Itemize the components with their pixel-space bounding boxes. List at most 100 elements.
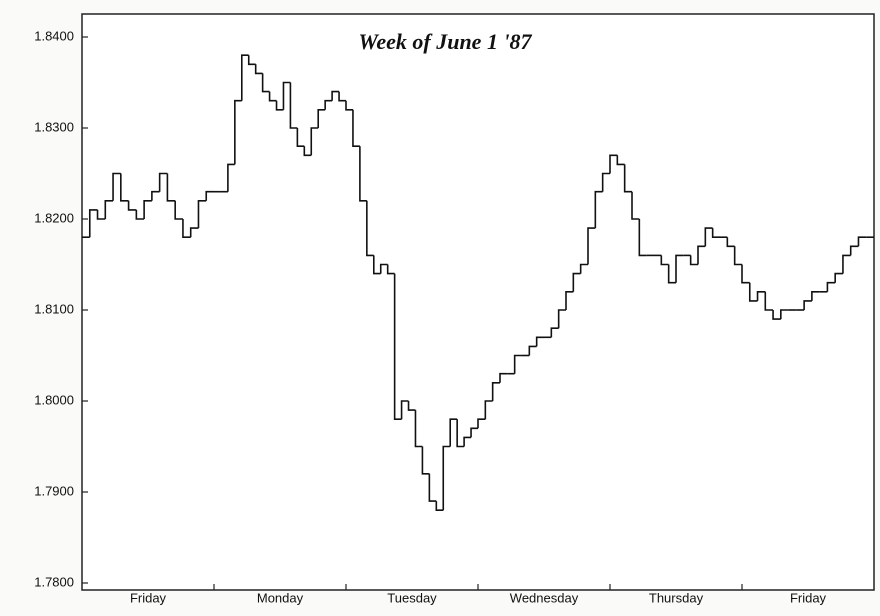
x-tick-label: Thursday xyxy=(649,590,704,605)
y-tick-label: 1.8400 xyxy=(34,28,74,43)
price-step xyxy=(704,227,713,247)
price-step xyxy=(811,291,820,301)
price-step xyxy=(726,237,735,248)
price-step xyxy=(366,200,374,257)
price-step xyxy=(470,427,478,438)
price-step xyxy=(205,190,214,201)
price-step xyxy=(711,228,720,238)
y-tick-label: 1.8200 xyxy=(34,210,74,225)
price-step xyxy=(247,55,256,66)
x-tick-label: Friday xyxy=(790,590,827,605)
price-step xyxy=(421,446,430,475)
price-step xyxy=(338,91,346,102)
price-step xyxy=(379,263,388,274)
price-step xyxy=(550,327,559,338)
price-step xyxy=(88,209,98,238)
price-step xyxy=(660,255,669,266)
price-step xyxy=(449,418,458,447)
y-tick-label: 1.7900 xyxy=(34,483,74,498)
price-step xyxy=(240,54,249,101)
price-step xyxy=(772,310,781,320)
price-step xyxy=(127,200,137,211)
price-step xyxy=(197,200,207,229)
price-step xyxy=(414,410,423,448)
price-step xyxy=(386,264,395,275)
x-tick-label: Tuesday xyxy=(387,590,437,605)
price-step xyxy=(826,281,836,292)
price-step xyxy=(282,81,291,110)
price-step xyxy=(733,246,742,266)
price-step xyxy=(442,445,451,511)
x-tick-label: Wednesday xyxy=(510,590,579,605)
x-tick-label: Friday xyxy=(130,590,167,605)
price-step xyxy=(857,236,867,247)
price-step xyxy=(842,254,851,274)
price-step xyxy=(616,155,625,166)
price-step xyxy=(748,282,758,302)
price-step xyxy=(359,146,367,202)
price-step xyxy=(158,172,168,192)
price-step xyxy=(407,401,416,411)
price-step xyxy=(234,99,242,165)
price-step xyxy=(112,172,121,201)
price-step xyxy=(96,209,106,220)
price-step xyxy=(275,100,284,111)
price-step xyxy=(104,200,114,219)
price-step xyxy=(638,219,647,257)
price-step xyxy=(477,418,486,429)
price-step xyxy=(120,173,129,202)
price-step xyxy=(352,109,360,147)
price-step xyxy=(317,109,326,128)
price-step xyxy=(491,382,500,401)
y-tick-label: 1.8000 xyxy=(34,392,74,407)
price-step xyxy=(463,436,472,447)
price-step xyxy=(764,291,774,311)
y-tick-label: 1.7800 xyxy=(34,574,74,589)
price-step xyxy=(741,264,750,284)
price-step xyxy=(594,190,603,229)
price-step xyxy=(803,300,812,310)
price-step xyxy=(499,372,508,383)
y-tick-label: 1.8100 xyxy=(34,301,74,316)
price-step xyxy=(303,146,312,157)
price-step xyxy=(834,272,843,283)
price-step xyxy=(268,91,277,102)
price-step xyxy=(372,255,381,275)
price-step xyxy=(296,128,305,147)
price-step xyxy=(456,419,465,448)
x-tick-label: Monday xyxy=(257,590,304,605)
price-step xyxy=(345,100,353,111)
price-step xyxy=(513,354,522,374)
price-step xyxy=(174,200,183,220)
price-step xyxy=(780,309,789,320)
plot-frame xyxy=(81,13,875,591)
price-step xyxy=(484,400,493,420)
y-tick-label: 1.8300 xyxy=(34,119,74,134)
price-step xyxy=(535,336,544,347)
price-step xyxy=(324,99,333,110)
price-step xyxy=(572,272,581,292)
price-step xyxy=(261,73,270,93)
price-step xyxy=(579,263,588,274)
price-step xyxy=(331,90,340,101)
price-step xyxy=(393,273,402,420)
price-step xyxy=(557,309,566,329)
price-step xyxy=(609,154,618,174)
price-step xyxy=(166,173,176,202)
price-step xyxy=(623,164,632,193)
price-step xyxy=(667,264,676,284)
chart-title: Week of June 1 '87 xyxy=(358,29,532,54)
price-step xyxy=(697,245,706,265)
price-step xyxy=(689,255,698,266)
price-step xyxy=(528,345,537,356)
price-step xyxy=(227,163,235,192)
price-step xyxy=(435,501,444,511)
price-step xyxy=(849,245,859,256)
price-step xyxy=(151,190,160,201)
price-step xyxy=(310,127,319,156)
price-step xyxy=(400,400,409,420)
price-step xyxy=(675,254,684,283)
price-step xyxy=(289,82,298,129)
price-step xyxy=(135,209,145,220)
